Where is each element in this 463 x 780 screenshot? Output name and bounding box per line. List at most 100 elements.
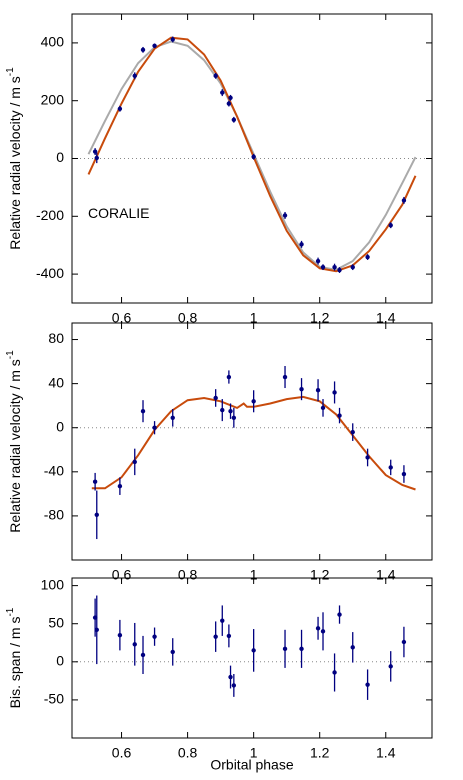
y-tick-label: 200 (41, 91, 65, 107)
data-point (226, 101, 232, 106)
data-point (231, 117, 237, 122)
y-tick-label: -50 (44, 691, 64, 707)
data-point (282, 646, 288, 652)
data-point (92, 149, 98, 154)
data-point (401, 471, 407, 477)
data-point (94, 627, 99, 633)
data-point (228, 95, 233, 101)
y-tick-label: 40 (48, 374, 64, 390)
data-point (388, 465, 393, 470)
y-tick-label: -200 (36, 207, 64, 223)
data-point (315, 626, 321, 631)
annotation: CORALIE (88, 205, 149, 221)
data-point (365, 254, 370, 260)
y-axis-label-text: Relative radial velocity / m s (7, 359, 23, 533)
y-tick-label: 100 (41, 576, 65, 592)
plot-frame (71, 577, 433, 739)
data-point (213, 73, 218, 79)
data-point (94, 155, 99, 161)
data-point (350, 264, 355, 270)
x-tick-label: 1.2 (310, 745, 330, 761)
data-point (140, 47, 146, 53)
data-point (388, 664, 393, 669)
data-point (251, 648, 256, 653)
data-point (170, 415, 175, 420)
data-point (132, 73, 137, 79)
data-point (92, 479, 98, 484)
data-point (228, 674, 233, 680)
data-point (350, 429, 355, 435)
data-point (231, 415, 237, 420)
data-point (388, 223, 393, 228)
data-point (140, 408, 146, 414)
data-point (401, 198, 407, 203)
data-point (365, 455, 370, 460)
data-point (132, 642, 137, 647)
data-point (282, 374, 288, 380)
data-point (251, 399, 256, 404)
data-point (350, 645, 355, 650)
x-axis-label: Orbital phase (210, 757, 293, 773)
model-curve (87, 36, 417, 273)
x-tick-label: 1 (250, 745, 258, 761)
data-point (315, 258, 321, 264)
y-tick-label: 0 (56, 418, 64, 434)
y-axis-label-superscript: -1 (5, 607, 16, 616)
y-axis-label-superscript: -1 (5, 350, 16, 359)
data-point (94, 512, 99, 518)
y-tick-label: 80 (48, 330, 64, 346)
y-tick-label: 0 (56, 653, 64, 669)
y-axis-label: Relative radial velocity / m s-1 (5, 67, 23, 250)
x-tick-label: 1 (250, 310, 258, 326)
y-axis-label: Relative radial velocity / m s-1 (5, 350, 23, 533)
data-point (231, 683, 237, 688)
data-point (315, 388, 321, 393)
data-point (170, 37, 175, 42)
x-tick-label: 1 (250, 567, 258, 583)
data-point (332, 390, 337, 395)
plot-frame (71, 322, 433, 561)
data-point (282, 213, 288, 218)
data-point (170, 649, 175, 655)
data-point (365, 682, 370, 687)
data-point (401, 639, 407, 645)
y-axis-label: Bis. span / m s-1 (5, 607, 23, 708)
y-tick-label: -40 (44, 463, 64, 479)
x-tick-label: 0.6 (112, 310, 132, 326)
data-point (117, 106, 123, 111)
y-axis-label-superscript: -1 (5, 67, 16, 76)
x-tick-label: 1.4 (376, 567, 396, 583)
data-point (332, 670, 337, 675)
data-point (320, 405, 326, 411)
data-point (152, 634, 157, 639)
data-point (299, 646, 304, 652)
y-axis-label-text: Bis. span / m s (7, 617, 23, 709)
data-point (337, 267, 342, 273)
y-tick-label: -400 (36, 265, 64, 281)
data-point (228, 408, 233, 414)
y-tick-label: 400 (41, 34, 65, 50)
x-tick-label: 0.8 (178, 567, 198, 583)
y-tick-label: 0 (56, 149, 64, 165)
data-point (140, 652, 146, 658)
x-tick-label: 0.8 (178, 310, 198, 326)
data-point (117, 632, 123, 638)
data-point (152, 43, 157, 48)
x-tick-label: 1.2 (310, 310, 330, 326)
model-curve (91, 395, 416, 491)
data-point (299, 242, 304, 247)
y-tick-label: -80 (44, 507, 64, 523)
x-tick-label: 1.4 (376, 310, 396, 326)
data-point (220, 90, 225, 95)
data-point (251, 154, 256, 159)
data-point (220, 618, 225, 623)
data-point (213, 634, 218, 639)
data-point (152, 425, 157, 430)
data-point (117, 483, 123, 489)
x-tick-label: 1.4 (376, 745, 396, 761)
data-point (226, 633, 232, 639)
x-tick-label: 0.8 (178, 745, 198, 761)
x-tick-label: 1.2 (310, 567, 330, 583)
data-point (337, 413, 342, 418)
y-tick-label: 50 (48, 614, 64, 630)
